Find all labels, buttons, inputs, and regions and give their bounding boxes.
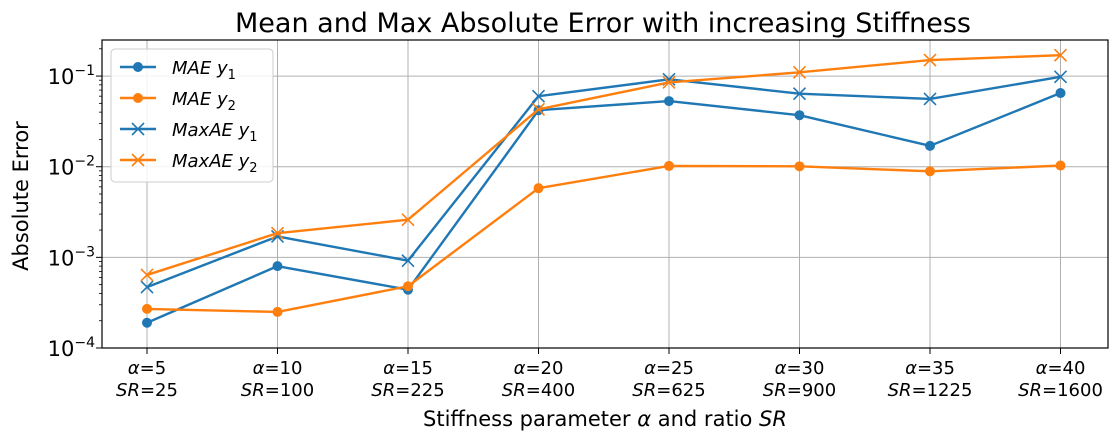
series-line — [146, 164, 1061, 314]
series-mae-y1 — [142, 88, 1066, 328]
marker-stroke — [140, 280, 154, 294]
legend-item: MAE y2 — [120, 89, 236, 114]
legend-item: MAE y1 — [120, 58, 236, 83]
x-tick-label-sr: SR=1225 — [888, 380, 973, 401]
data-point — [142, 317, 152, 328]
x-tick-label-sr: SR=225 — [371, 380, 444, 401]
marker-stroke — [792, 65, 807, 79]
marker-stroke — [131, 153, 145, 167]
data-point — [403, 281, 413, 292]
data-point — [133, 93, 143, 103]
marker-stroke — [923, 53, 937, 67]
marker-stroke — [1053, 70, 1068, 84]
x-tick-label-sr: SR=25 — [116, 380, 178, 401]
data-point — [142, 303, 152, 314]
x-tick-label-alpha: α=15 — [383, 358, 433, 379]
data-point — [923, 53, 937, 67]
x-tick-label-sr: SR=400 — [502, 380, 575, 401]
x-tick-label-sr: SR=100 — [241, 380, 314, 401]
data-point — [792, 65, 807, 79]
data-point — [531, 102, 546, 116]
x-tick-label-alpha: α=25 — [644, 358, 694, 379]
data-point — [1053, 48, 1068, 62]
data-point — [140, 268, 154, 282]
legend-label: MAE y1 — [172, 58, 236, 83]
data-point — [923, 92, 937, 106]
data-point — [140, 280, 154, 294]
x-tick-label-alpha: α=10 — [253, 358, 303, 379]
data-point — [133, 62, 143, 72]
y-tick-label: 10−2 — [48, 154, 95, 180]
marker-stroke — [270, 226, 285, 240]
legend-item: MaxAE y1 — [120, 120, 258, 145]
x-tick-label-alpha: α=20 — [514, 358, 564, 379]
x-tick-label-alpha: α=35 — [905, 358, 955, 379]
marker-stroke — [1053, 48, 1068, 62]
data-point — [272, 306, 283, 317]
data-point — [131, 153, 145, 167]
series-maxae-y1 — [140, 70, 1068, 294]
data-point — [1055, 88, 1066, 99]
marker-stroke — [792, 87, 807, 101]
legend-box — [110, 48, 274, 183]
legend-label: MAE y2 — [172, 89, 236, 114]
data-point — [792, 87, 807, 101]
x-tick-label-alpha: α=30 — [775, 358, 825, 379]
x-tick-label-alpha: α=5 — [128, 358, 166, 379]
y-tick-label: 10−4 — [48, 335, 95, 361]
series-maxae-y2 — [140, 48, 1068, 282]
marker-stroke — [531, 89, 546, 103]
marker-stroke — [401, 213, 415, 227]
legend-item: MaxAE y2 — [120, 151, 258, 176]
series-line — [146, 91, 1061, 324]
series-layer — [140, 48, 1068, 328]
data-point — [925, 166, 935, 177]
marker-stroke — [131, 122, 145, 136]
data-point — [1053, 70, 1068, 84]
y-tick-label: 10−3 — [48, 244, 95, 270]
chart-title: Mean and Max Absolute Error with increas… — [235, 8, 971, 39]
series-mae-y2 — [142, 160, 1066, 317]
data-point — [401, 213, 415, 227]
x-tick-label-sr: SR=1600 — [1018, 380, 1103, 401]
marker-stroke — [140, 268, 154, 282]
marker-stroke — [401, 254, 415, 268]
y-axis-label: Absolute Error — [9, 121, 33, 271]
x-tick-label-sr: SR=900 — [763, 380, 836, 401]
data-point — [794, 110, 805, 121]
data-point — [662, 75, 676, 90]
marker-stroke — [662, 75, 676, 90]
x-axis-label: Stiffness parameter α and ratio SR — [423, 407, 787, 431]
data-point — [794, 161, 805, 172]
x-tick-label-sr: SR=625 — [632, 380, 705, 401]
series-line — [146, 53, 1061, 277]
marker-stroke — [531, 102, 546, 116]
data-point — [131, 122, 145, 136]
data-point — [272, 261, 283, 272]
legend: MAE y1 MAE y2 MaxAE y1 MaxAE y2 — [110, 48, 274, 183]
legend-label: MaxAE y1 — [172, 120, 258, 145]
marker-stroke — [923, 92, 937, 106]
legend-label: MaxAE y2 — [172, 151, 258, 176]
data-point — [401, 254, 415, 268]
data-point — [664, 160, 674, 171]
y-tick-label: 10−1 — [48, 63, 95, 89]
data-point — [533, 183, 544, 194]
data-point — [925, 140, 935, 151]
data-point — [531, 89, 546, 103]
data-point — [270, 226, 285, 240]
data-point — [1055, 160, 1066, 171]
data-point — [664, 96, 674, 107]
y-tick-labels: 10−4 10−3 10−2 10−1 — [48, 48, 102, 361]
x-tick-label-alpha: α=40 — [1036, 358, 1086, 379]
series-line — [146, 75, 1061, 289]
